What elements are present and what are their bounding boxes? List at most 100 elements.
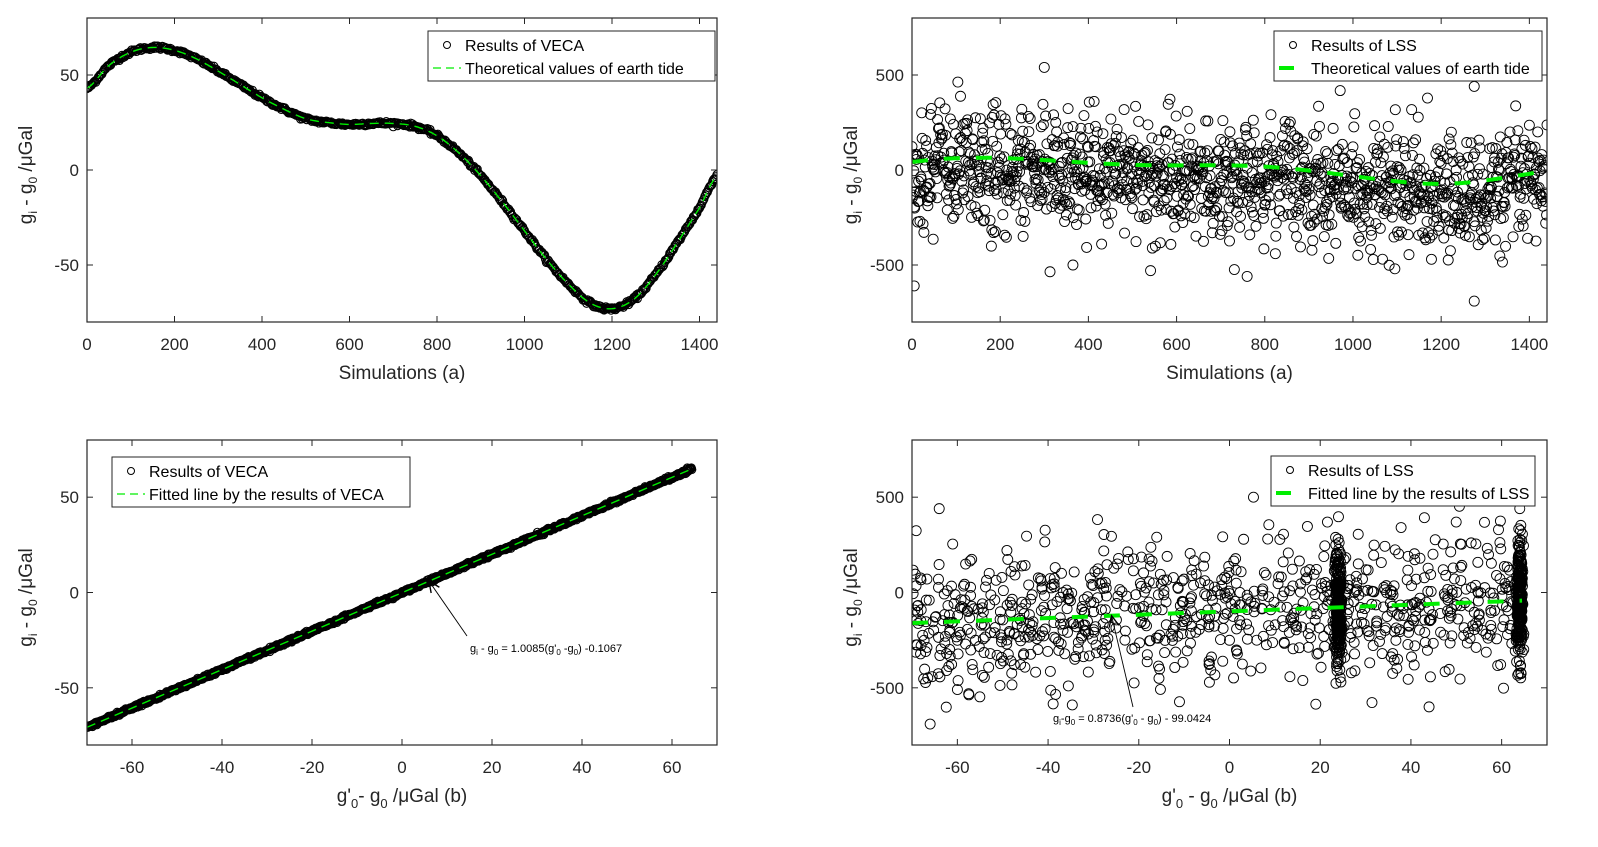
data-point <box>1456 212 1468 224</box>
data-point <box>1412 111 1424 123</box>
data-point <box>1474 142 1486 154</box>
data-point <box>1311 608 1323 620</box>
data-point <box>1083 96 1095 108</box>
data-point <box>1147 577 1159 589</box>
data-point <box>990 97 1002 109</box>
data-point <box>1006 600 1018 611</box>
data-point <box>1291 620 1303 632</box>
data-point <box>1375 157 1387 169</box>
data-point <box>1092 563 1104 575</box>
data-point <box>1077 133 1089 145</box>
data-point <box>1048 581 1060 593</box>
data-point <box>1439 666 1451 678</box>
data-point <box>978 671 990 683</box>
data-point <box>1076 604 1088 616</box>
data-point <box>1244 229 1256 241</box>
data-point <box>1349 665 1361 677</box>
data-point <box>706 181 716 191</box>
data-point <box>1282 547 1294 559</box>
data-point <box>1002 553 1014 565</box>
data-point <box>1200 205 1212 217</box>
data-point <box>1216 225 1228 237</box>
data-point <box>984 214 996 226</box>
data-point <box>1228 264 1240 275</box>
data-point <box>1158 574 1169 586</box>
data-point <box>1342 183 1354 195</box>
data-point <box>965 168 977 180</box>
data-point <box>1455 575 1467 586</box>
data-point <box>1125 190 1137 202</box>
data-point <box>1364 657 1376 669</box>
data-point <box>1279 116 1291 127</box>
data-point <box>1422 585 1434 597</box>
data-point <box>1460 583 1472 595</box>
data-point <box>1366 697 1378 708</box>
data-point <box>1090 200 1102 212</box>
data-point <box>1447 562 1459 574</box>
data-point <box>1264 132 1276 143</box>
y-tick-label: 50 <box>60 488 79 507</box>
data-point <box>1351 618 1363 630</box>
data-point <box>1006 679 1018 691</box>
data-point <box>1441 189 1453 201</box>
data-point <box>1524 141 1536 152</box>
y-label-unit: /μGal <box>841 126 862 177</box>
data-point <box>1140 582 1152 594</box>
data-point <box>1092 195 1104 206</box>
data-point <box>962 114 974 126</box>
data-point <box>977 215 989 227</box>
x-tick-label: 400 <box>1074 335 1102 354</box>
data-point <box>1537 162 1547 174</box>
data-point <box>1181 105 1193 117</box>
data-point <box>1028 155 1040 167</box>
data-point <box>1021 530 1033 542</box>
data-point <box>1143 187 1155 199</box>
annotation-part: ) -0.1067 <box>578 643 622 655</box>
data-point <box>1317 171 1329 182</box>
data-point <box>1258 243 1270 255</box>
data-point <box>1217 115 1229 127</box>
x-label-part: /μGal (b) <box>388 786 468 807</box>
data-point <box>1248 606 1260 618</box>
data-point <box>1219 608 1231 620</box>
data-point <box>1507 231 1519 243</box>
data-point <box>1181 645 1193 657</box>
data-point <box>1293 555 1305 567</box>
data-point <box>1480 205 1492 217</box>
data-point <box>1188 579 1199 591</box>
data-point <box>1042 646 1054 657</box>
data-point <box>698 196 708 206</box>
data-point <box>1424 671 1436 683</box>
data-point <box>1357 198 1369 210</box>
data-point <box>1130 236 1142 248</box>
data-point <box>955 594 967 606</box>
data-point <box>1130 100 1142 112</box>
data-point <box>983 185 995 197</box>
x-tick-label: 400 <box>248 335 276 354</box>
data-point <box>1414 153 1426 165</box>
data-point-dense <box>1332 533 1344 545</box>
x-tick-label: 0 <box>907 335 916 354</box>
data-point <box>1224 235 1235 247</box>
data-point <box>1141 170 1153 182</box>
data-point <box>1318 630 1330 642</box>
data-point <box>1065 595 1076 607</box>
data-point <box>1051 126 1063 138</box>
data-point <box>961 125 973 136</box>
data-point <box>1387 648 1399 659</box>
data-point <box>1494 537 1506 549</box>
data-point <box>1202 145 1213 157</box>
data-point <box>1302 217 1314 229</box>
data-point <box>1071 219 1082 230</box>
data-point <box>1426 253 1437 265</box>
data-point <box>1154 568 1166 580</box>
data-point-dense <box>1330 531 1342 543</box>
data-point <box>1173 134 1185 146</box>
data-point <box>1498 682 1509 694</box>
data-point <box>1443 133 1455 145</box>
data-point <box>1085 596 1097 608</box>
data-point <box>1078 110 1090 122</box>
data-point <box>1122 150 1134 162</box>
data-point <box>984 648 996 659</box>
data-point <box>1425 586 1437 597</box>
